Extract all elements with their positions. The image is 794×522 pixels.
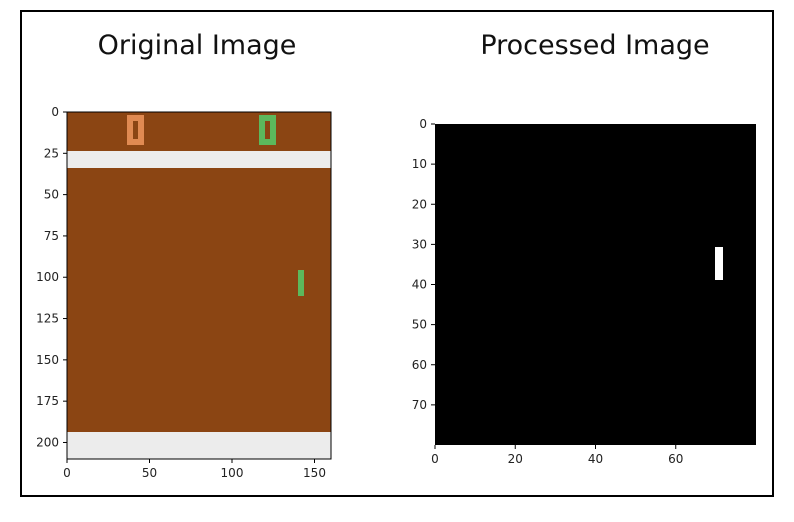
original-y-tick-label: 100 <box>36 270 59 284</box>
green-paddle <box>298 270 304 296</box>
original-x-tick-label: 0 <box>63 466 71 480</box>
processed-y-tick-label: 30 <box>412 237 427 251</box>
orange-score-inner <box>133 121 138 139</box>
processed-image-panel <box>435 124 756 445</box>
processed-y-tick-label: 10 <box>412 157 427 171</box>
original-image-title: Original Image <box>97 30 297 61</box>
original-y-tick-label: 0 <box>51 105 59 119</box>
processed-x-tick-label: 20 <box>508 452 523 466</box>
processed-y-tick-label: 0 <box>419 117 427 131</box>
processed-x-tick-label: 60 <box>668 452 683 466</box>
original-y-tick-label: 125 <box>36 312 59 326</box>
original-x-tick-label: 100 <box>221 466 244 480</box>
processed-paddle <box>715 247 723 280</box>
original-axes-frame <box>66 111 332 460</box>
original-y-tick-label: 175 <box>36 394 59 408</box>
original-y-tick-label: 200 <box>36 435 59 449</box>
figure-frame <box>20 10 774 497</box>
original-x-tick-label: 150 <box>303 466 326 480</box>
processed-x-tick-label: 0 <box>431 452 439 466</box>
original-y-tick-label: 50 <box>44 188 59 202</box>
original-background <box>67 112 331 459</box>
bottom-wall-band <box>67 432 331 459</box>
original-x-tick-label: 50 <box>142 466 157 480</box>
top-wall-band <box>67 151 331 168</box>
processed-x-tick-label: 40 <box>588 452 603 466</box>
original-y-tick-label: 25 <box>44 146 59 160</box>
original-y-tick-label: 150 <box>36 353 59 367</box>
processed-image-title: Processed Image <box>480 30 710 61</box>
processed-y-tick-label: 60 <box>412 358 427 372</box>
original-image-panel <box>66 111 332 460</box>
green-score-inner <box>265 121 270 139</box>
processed-background <box>435 124 756 445</box>
processed-y-tick-label: 50 <box>412 318 427 332</box>
original-axis-ticks: 0 50 100 150 0 25 50 75 100 125 150 175 200 <box>36 105 326 480</box>
original-y-tick-label: 75 <box>44 229 59 243</box>
processed-y-tick-label: 20 <box>412 197 427 211</box>
processed-axis-ticks: 0 20 40 60 0 10 20 30 40 50 60 70 <box>412 117 684 466</box>
processed-y-tick-label: 70 <box>412 398 427 412</box>
processed-y-tick-label: 40 <box>412 278 427 292</box>
